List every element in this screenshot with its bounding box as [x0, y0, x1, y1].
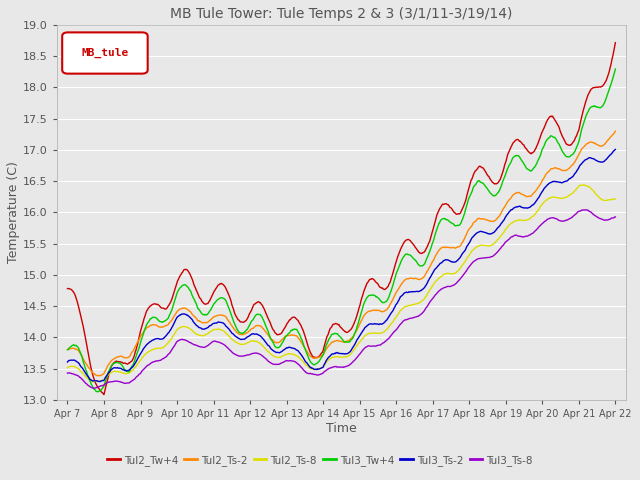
Text: MB_tule: MB_tule [81, 48, 129, 58]
Legend: Tul2_Tw+4, Tul2_Ts-2, Tul2_Ts-8, Tul3_Tw+4, Tul3_Ts-2, Tul3_Ts-8: Tul2_Tw+4, Tul2_Ts-2, Tul2_Ts-8, Tul3_Tw… [103, 451, 537, 470]
Y-axis label: Temperature (C): Temperature (C) [7, 161, 20, 264]
Title: MB Tule Tower: Tule Temps 2 & 3 (3/1/11-3/19/14): MB Tule Tower: Tule Temps 2 & 3 (3/1/11-… [170, 7, 513, 21]
FancyBboxPatch shape [62, 32, 148, 73]
X-axis label: Time: Time [326, 421, 356, 435]
